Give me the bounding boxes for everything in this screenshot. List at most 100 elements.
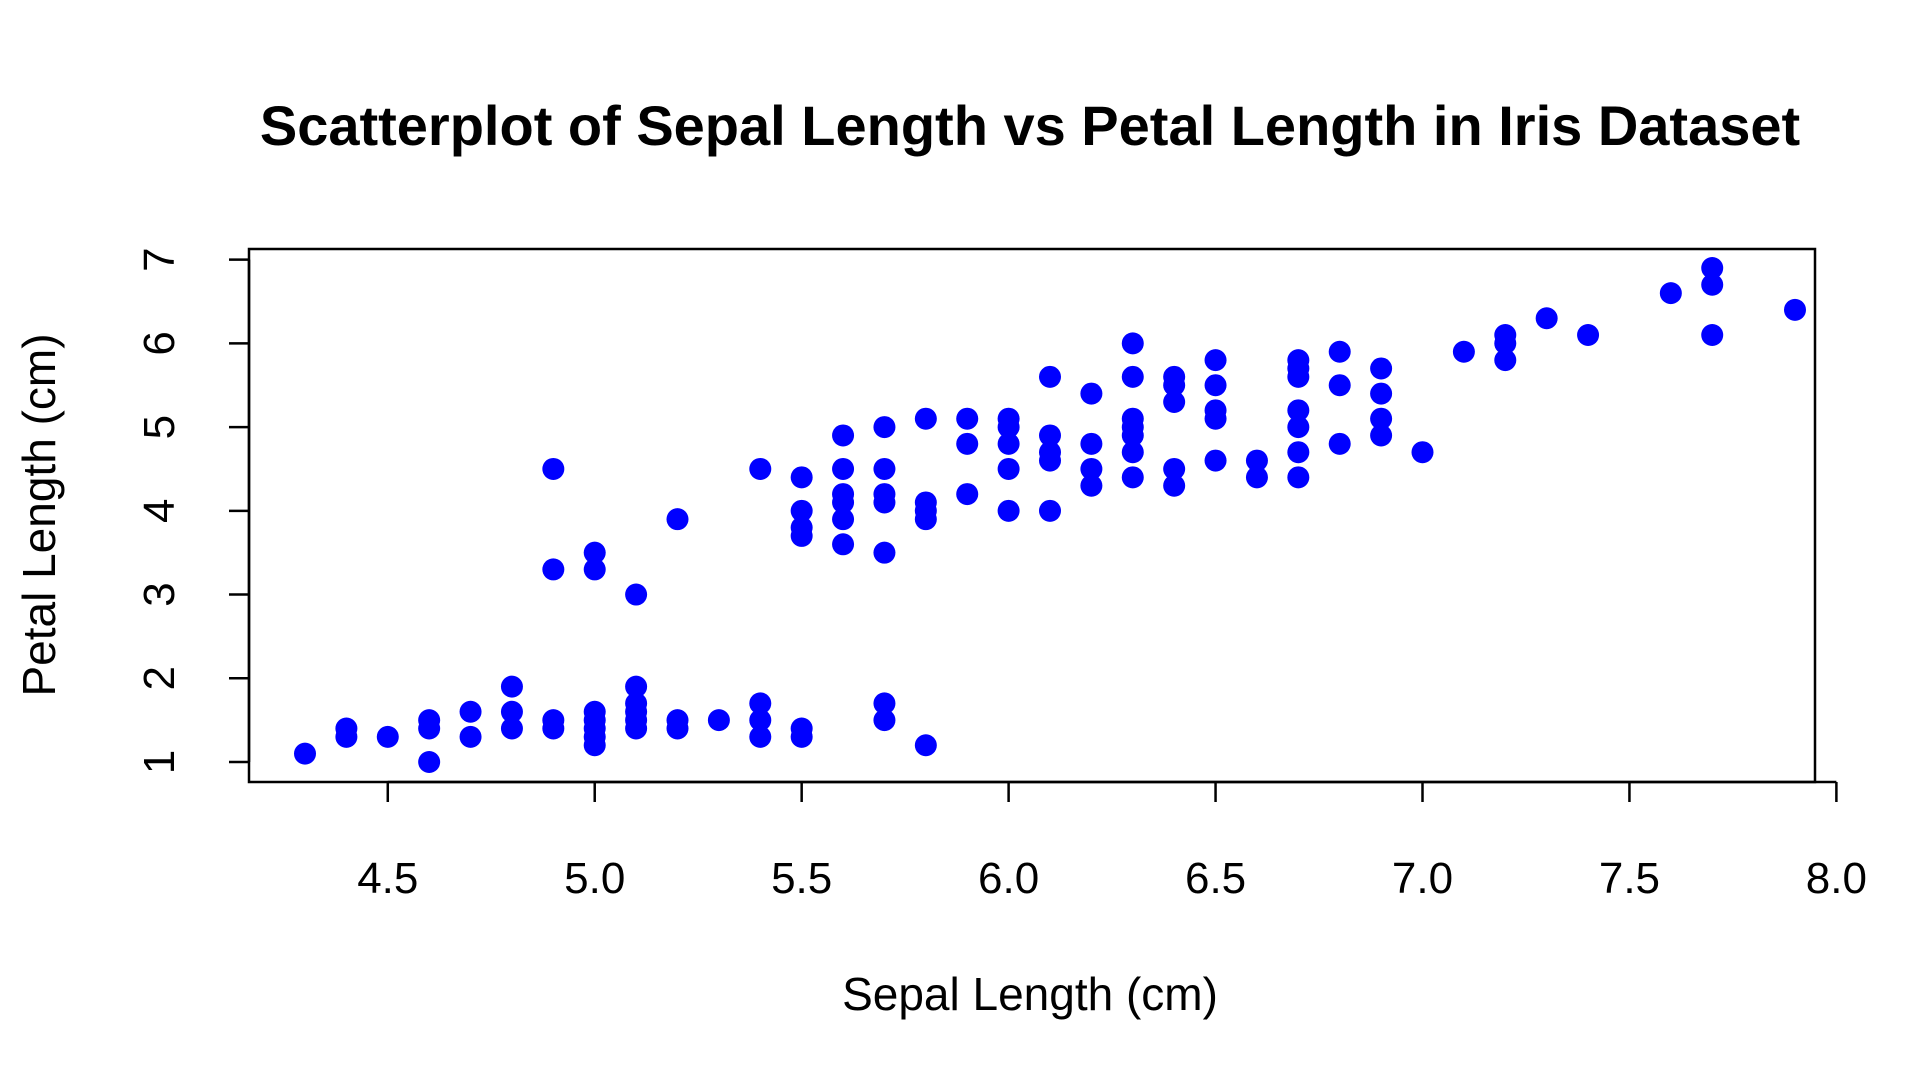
data-point — [1121, 407, 1144, 430]
data-point — [749, 725, 772, 748]
data-point — [1121, 466, 1144, 489]
data-point — [1577, 323, 1600, 346]
data-point — [1080, 382, 1103, 405]
data-points — [294, 257, 1806, 773]
data-point — [1370, 357, 1393, 380]
data-point — [873, 541, 896, 564]
x-tick-label: 7.0 — [1392, 854, 1453, 903]
data-point — [335, 717, 358, 740]
x-tick-label: 5.0 — [564, 854, 625, 903]
data-point — [914, 734, 937, 757]
data-point — [1204, 349, 1227, 372]
data-point — [1121, 365, 1144, 388]
data-point — [832, 457, 855, 480]
x-tick-label: 8.0 — [1806, 854, 1867, 903]
data-point — [1659, 282, 1682, 305]
data-point — [790, 499, 813, 522]
data-point — [1163, 390, 1186, 413]
data-point — [832, 424, 855, 447]
data-point — [1080, 432, 1103, 455]
data-point — [1701, 323, 1724, 346]
data-point — [1411, 441, 1434, 464]
data-point — [625, 583, 648, 606]
data-point — [1204, 399, 1227, 422]
data-point — [1121, 332, 1144, 355]
data-point — [1328, 374, 1351, 397]
data-point — [1039, 441, 1061, 464]
data-point — [625, 692, 648, 715]
data-point — [873, 483, 896, 506]
chart-title: Scatterplot of Sepal Length vs Petal Len… — [260, 94, 1800, 157]
x-tick-label: 5.5 — [771, 854, 832, 903]
data-point — [873, 457, 896, 480]
data-point — [1204, 374, 1227, 397]
data-point — [1494, 323, 1517, 346]
data-point — [542, 457, 565, 480]
data-point — [376, 725, 399, 748]
data-point — [1535, 307, 1558, 330]
data-point — [1163, 474, 1186, 497]
data-point — [749, 709, 772, 732]
data-point — [1370, 382, 1393, 405]
y-tick-label: 4 — [135, 499, 184, 523]
data-point — [832, 483, 855, 506]
data-point — [956, 483, 979, 506]
data-point — [790, 717, 813, 740]
data-point — [997, 499, 1020, 522]
data-point — [1121, 441, 1144, 464]
data-point — [749, 692, 772, 715]
data-point — [294, 742, 316, 765]
y-tick-label: 6 — [135, 331, 184, 355]
data-point — [1080, 457, 1103, 480]
data-point — [1287, 441, 1310, 464]
data-point — [542, 709, 565, 732]
data-point — [666, 709, 689, 732]
data-point — [1287, 466, 1310, 489]
data-point — [583, 558, 606, 581]
data-point — [873, 709, 896, 732]
y-axis: 1 2 3 4 5 6 7 — [135, 247, 251, 774]
data-point — [1287, 349, 1310, 372]
y-tick-label: 5 — [135, 415, 184, 439]
data-point — [1039, 365, 1061, 388]
data-point — [1163, 457, 1186, 480]
data-point — [500, 717, 523, 740]
data-point — [956, 432, 979, 455]
data-point — [1370, 424, 1393, 447]
x-tick-label: 6.5 — [1185, 854, 1246, 903]
data-point — [1701, 273, 1724, 296]
data-point — [418, 751, 441, 773]
x-tick-label: 4.5 — [357, 854, 418, 903]
x-tick-label: 6.0 — [978, 854, 1039, 903]
data-point — [956, 407, 979, 430]
data-point — [500, 675, 523, 698]
data-point — [583, 700, 606, 723]
data-point — [418, 709, 441, 732]
data-point — [1039, 499, 1061, 522]
data-point — [914, 407, 937, 430]
data-point — [1163, 365, 1186, 388]
data-point — [500, 700, 523, 723]
data-point — [914, 491, 937, 514]
data-point — [542, 558, 565, 581]
x-axis-label: Sepal Length (cm) — [842, 968, 1218, 1020]
data-point — [707, 709, 730, 732]
y-tick-label: 2 — [135, 666, 184, 690]
y-tick-label: 1 — [135, 750, 184, 774]
data-point — [1328, 432, 1351, 455]
data-point — [749, 457, 772, 480]
data-point — [1370, 407, 1393, 430]
data-point — [1452, 340, 1475, 363]
data-point — [997, 407, 1020, 430]
data-point — [625, 675, 648, 698]
data-point — [1245, 449, 1268, 472]
data-point — [1494, 349, 1517, 372]
data-point — [459, 700, 482, 723]
y-tick-label: 7 — [135, 247, 184, 271]
data-point — [832, 533, 855, 556]
x-axis: 4.5 5.0 5.5 6.0 6.5 7.0 7.5 8.0 — [357, 780, 1867, 903]
data-point — [1245, 466, 1268, 489]
data-point — [790, 466, 813, 489]
y-axis-label: Petal Length (cm) — [13, 333, 65, 696]
data-point — [832, 508, 855, 531]
